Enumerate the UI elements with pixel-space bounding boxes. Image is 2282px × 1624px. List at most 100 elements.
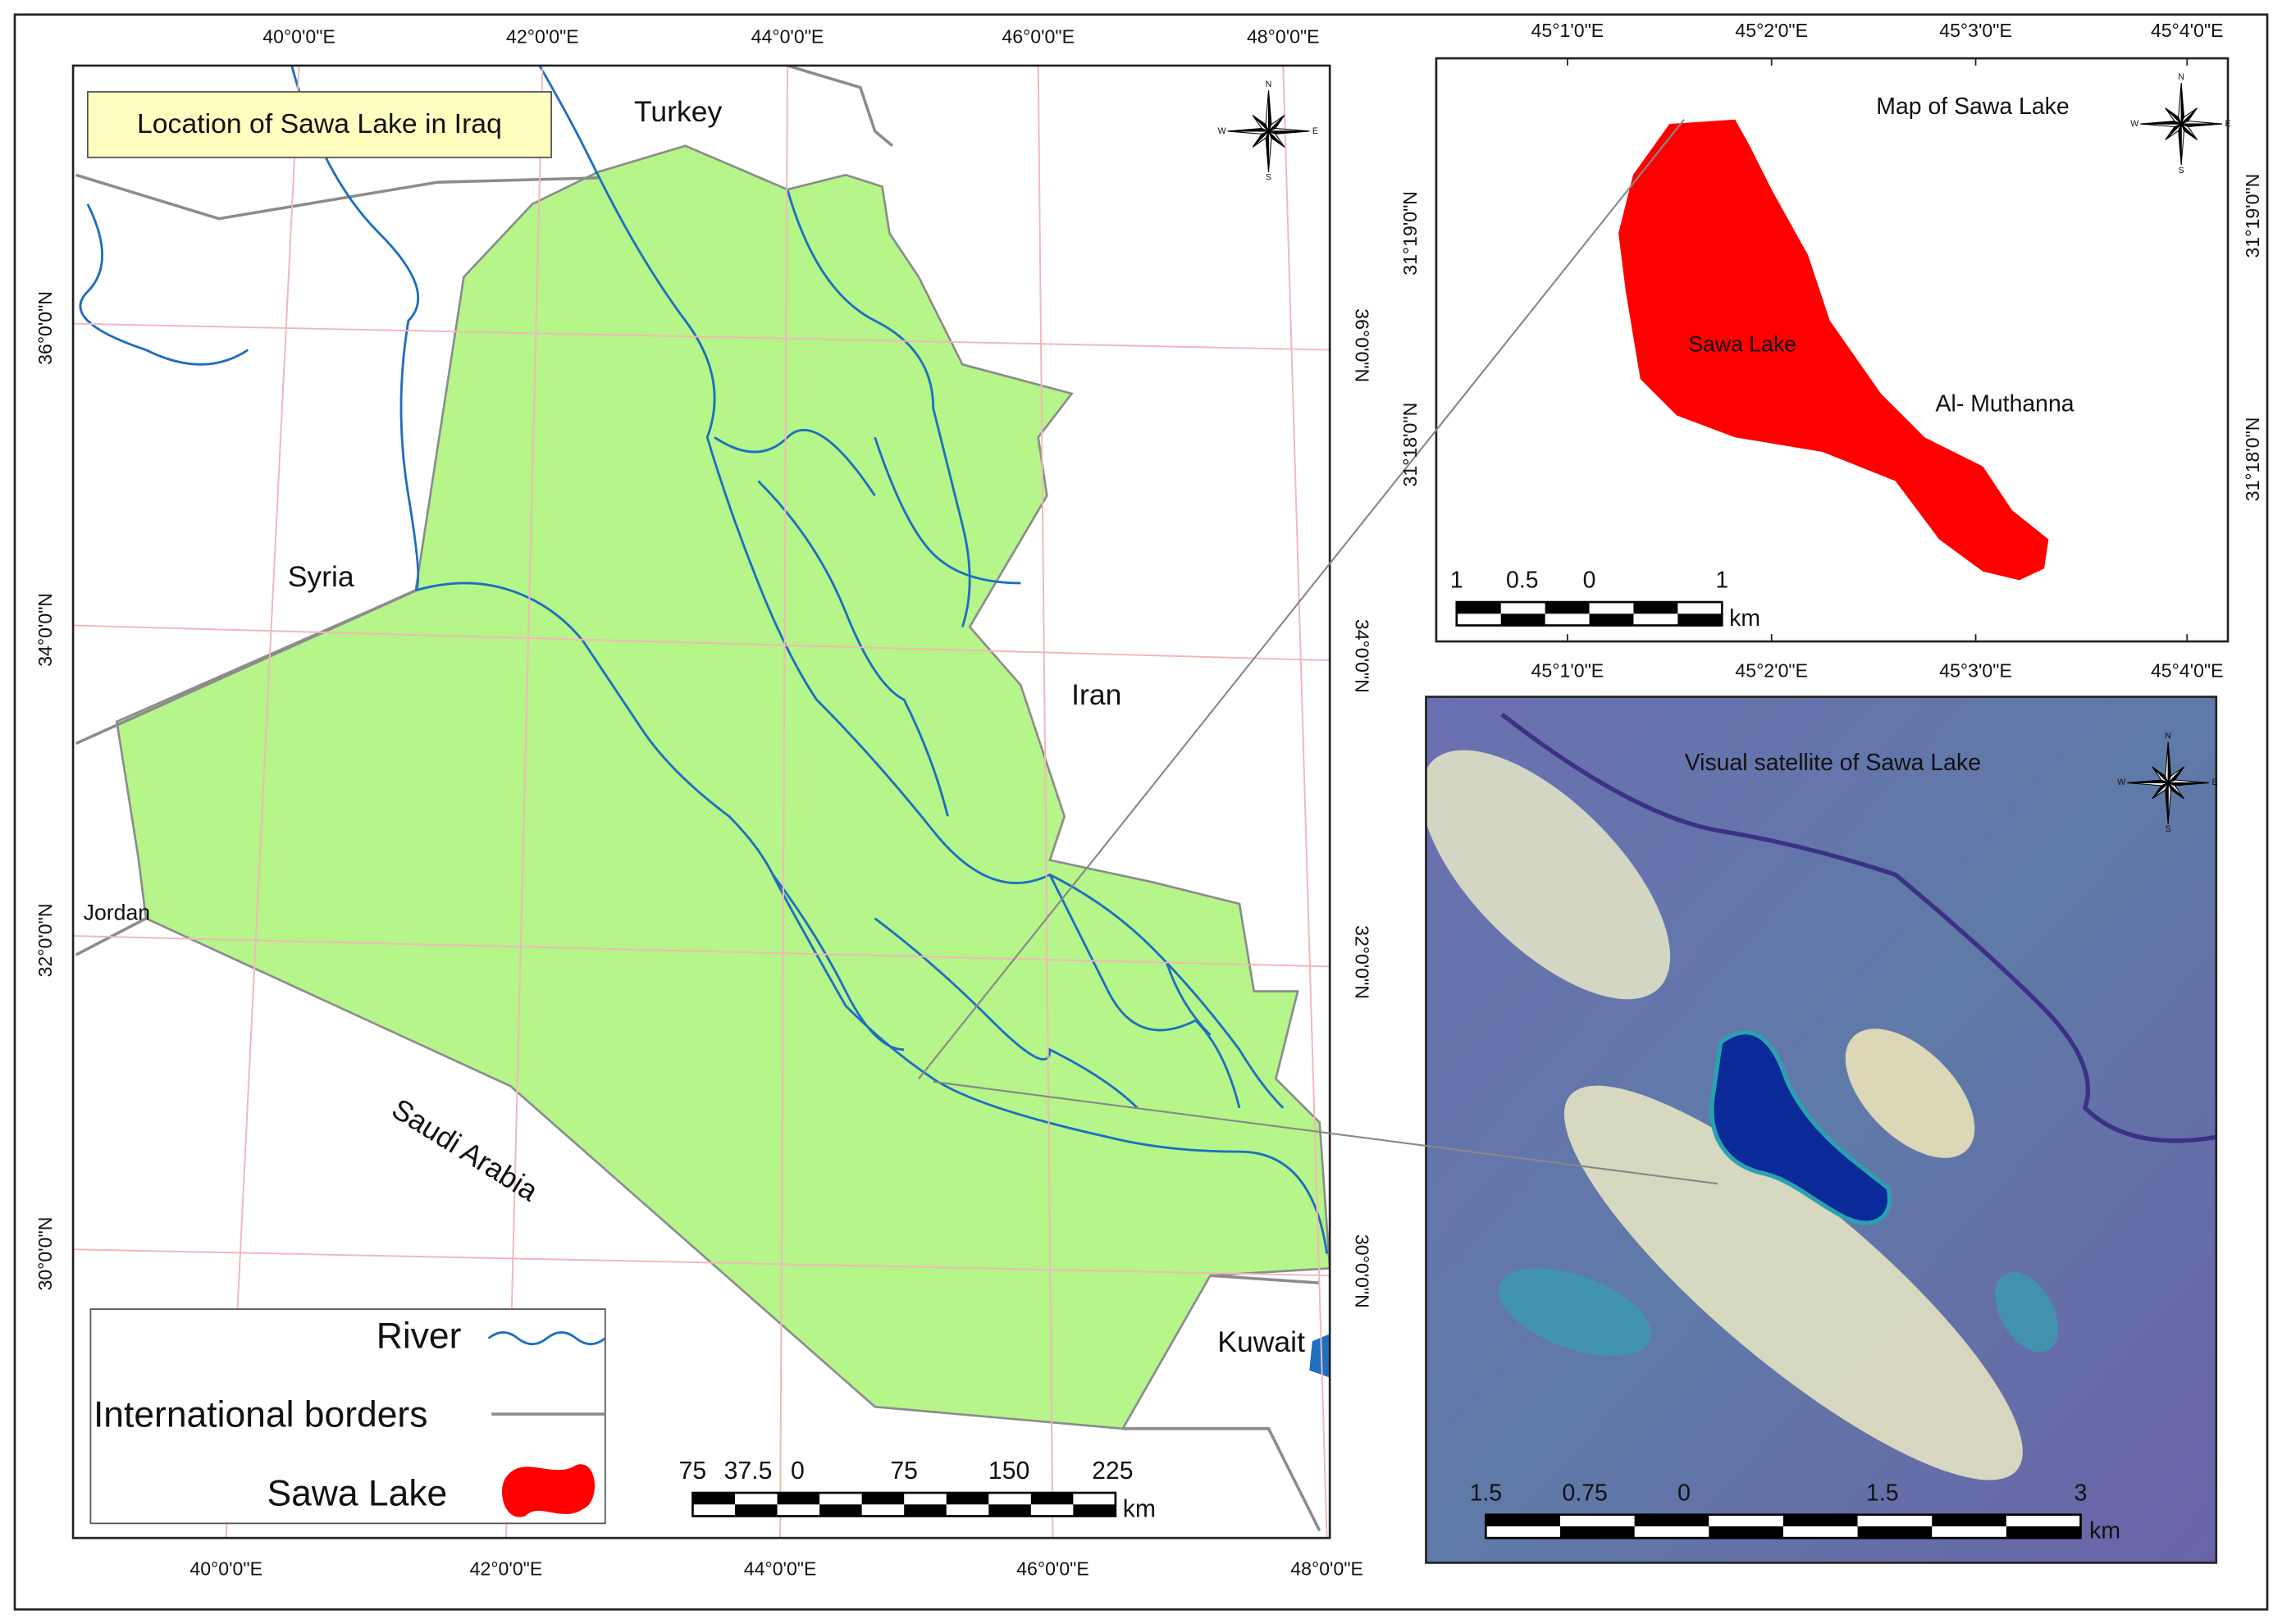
scale-bar-segment [1030,1493,1074,1505]
satellite-image [1426,696,2216,1563]
x-tick-label: 45°4'0"E [2151,20,2224,41]
compass-letter: W [1218,126,1227,136]
graticule-meridian [1282,65,1328,1539]
x-tick-label: 48°0'0"E [1290,1558,1363,1579]
y-tick-label: 34°0'0"N [1351,619,1372,693]
turkey-border [75,65,894,221]
sand-area [1845,1029,1975,1158]
scale-bar-segment [1559,1526,1635,1539]
legend-label: River [377,1316,462,1356]
y-tick-label: 31°19'0"N [1399,191,1421,276]
scale-bar-segment [1500,614,1545,626]
sand-area [1426,750,1671,1000]
region-label: Al- Muthanna [1936,391,2074,417]
saudi-border [1122,1427,1321,1532]
compass-letter: E [2211,778,2217,787]
kuwait-border [1210,1274,1320,1284]
scale-unit: km [1123,1495,1156,1522]
scale-bar-segment [988,1504,1031,1517]
legend-label: Sawa Lake [267,1473,447,1513]
graticule-parallel [73,935,1330,968]
scale-label: 0.75 [1563,1480,1608,1506]
lake-label: Sawa Lake [1688,331,1796,356]
x-tick-label: 40°0'0"E [262,25,335,47]
scale-bar-segment [1932,1514,2006,1526]
compass-rose: N S E W [2117,731,2217,834]
lake-map-frame [1435,57,2230,643]
lake-map-title: Map of Sawa Lake [1876,94,2069,120]
scale-bar-segment [1782,1514,1858,1526]
scale-bar-segment [1857,1526,1933,1539]
scale-label: 0 [791,1457,805,1485]
y-tick-label: 30°0'0"N [34,1217,56,1291]
country-label: Iran [1071,678,1121,711]
x-tick-label: 46°0'0"E [1016,1558,1089,1579]
syria-border [75,589,417,746]
scale-label: 3 [2074,1480,2088,1506]
river-tributary [714,189,1021,817]
scale-bar: 75 37.5 0 75 150 225 km [679,1457,1156,1522]
y-tick-label: 31°18'0"N [2242,417,2263,501]
compass-point [2178,83,2182,125]
x-tick-label: 48°0'0"E [1247,25,1320,47]
river-euphrates [415,582,1329,1254]
scale-label: 37.5 [724,1457,773,1485]
compass-letter: E [2225,119,2230,129]
scale-label: 0 [1583,568,1596,594]
iraq [115,144,1330,1430]
graticule [73,65,1330,1539]
scale-bar-segment [2006,1526,2081,1539]
scale-bar-segment [1486,1514,1560,1526]
scale-label: 0.5 [1506,568,1539,594]
scale-label: 75 [890,1457,918,1485]
connector [918,119,1685,1079]
scale-label: 1 [1450,568,1463,594]
x-tick-label: 45°1'0"E [1531,20,1604,41]
sawa-lake [1618,119,2049,581]
scale-bar-segment [904,1504,947,1517]
pond [1995,1271,2059,1353]
satellite-title: Visual satellite of Sawa Lake [1685,750,1981,776]
y-tick-label: 36°0'0"N [1351,308,1372,382]
river-syria [79,65,420,591]
x-tick-label: 45°4'0"E [2151,659,2224,681]
legend-label: International borders [94,1394,427,1435]
scale-bar-segment [1073,1504,1116,1517]
river-turkey [538,65,600,176]
scale-bar-segment [819,1504,862,1517]
y-tick-label: 34°0'0"N [34,593,56,667]
graticule-meridian [779,65,788,1539]
compass-letter: N [2178,72,2184,82]
scale-unit: km [2089,1518,2120,1544]
scale-bar-segment [1545,602,1590,614]
scale-bar-segment [1456,602,1501,614]
y-tick-label: 32°0'0"N [1351,925,1372,999]
satellite-lake [1709,1029,1892,1225]
scale-label: 0 [1677,1480,1691,1506]
scale-label: 150 [988,1457,1029,1485]
country-label: Syria [288,560,354,593]
country-label: Jordan [84,900,151,924]
scale-label: 225 [1092,1457,1133,1485]
main-map [73,65,1330,1539]
satellite-river [1500,712,2216,1143]
country-label: Turkey [634,95,723,128]
y-tick-label: 31°18'0"N [1399,403,1421,487]
pond [1498,1268,1651,1357]
scale-bar: 1.5 0.75 0 1.5 3km [1470,1480,2120,1544]
sand-area [1563,1085,2023,1480]
graticule-parallel [73,322,1330,351]
compass-letter: N [1266,80,1272,89]
x-tick-label: 42°0'0"E [470,1558,543,1579]
scale-bar-segment [861,1493,905,1505]
scale-label: 75 [679,1457,707,1485]
y-tick-label: 31°19'0"N [2242,174,2263,258]
compass-point [2165,741,2169,783]
overlay: 40°0'0"E 40°0'0"E 42°0'0"E 42°0'0"E 44°0'0"E… [34,20,2263,1579]
x-tick-label: 45°3'0"E [1939,20,2012,41]
compass-point [1265,90,1270,132]
compass-letter: W [2117,778,2126,787]
graticule-meridian [225,65,300,1539]
